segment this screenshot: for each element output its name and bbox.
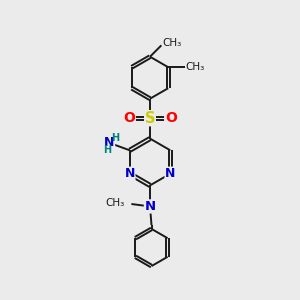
Text: O: O [165,111,177,125]
Text: S: S [145,111,155,126]
Text: N: N [144,200,156,213]
Text: N: N [165,167,175,180]
Text: H: H [111,133,119,142]
Text: N: N [104,136,115,149]
Text: CH₃: CH₃ [185,61,205,72]
Text: H: H [103,145,111,154]
Text: O: O [123,111,135,125]
Text: CH₃: CH₃ [106,198,125,208]
Text: CH₃: CH₃ [162,38,181,48]
Text: N: N [124,167,135,180]
